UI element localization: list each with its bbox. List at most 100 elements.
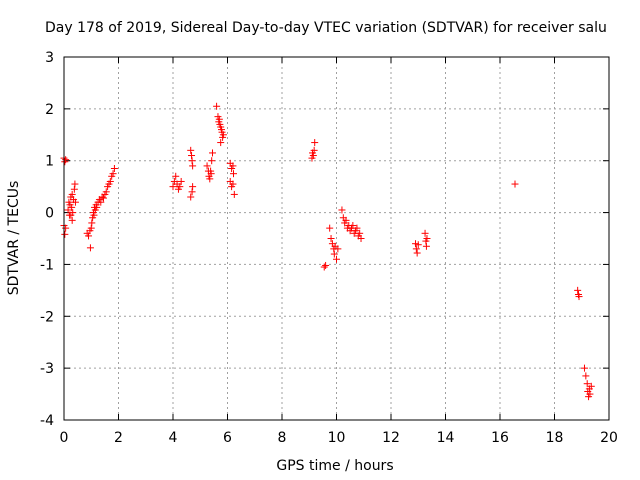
data-point: [356, 229, 364, 237]
y-tick-label: -4: [40, 413, 54, 429]
y-tick-label: 3: [45, 50, 54, 66]
data-point: [109, 170, 117, 178]
data-point: [575, 293, 583, 301]
x-tick-label: 14: [437, 430, 455, 446]
data-point: [587, 382, 595, 390]
y-tick-label: 0: [45, 206, 54, 222]
data-point: [230, 190, 238, 198]
x-axis-label: GPS time / hours: [276, 458, 393, 474]
data-point: [64, 206, 72, 214]
data-point: [61, 230, 69, 238]
data-point: [580, 364, 588, 372]
plot-frame: [63, 56, 610, 421]
x-tick-label: 8: [278, 430, 287, 446]
x-tick-label: 12: [382, 430, 400, 446]
data-point: [70, 185, 78, 193]
data-point: [71, 198, 79, 206]
y-tick-label: -3: [40, 361, 54, 377]
data-point: [176, 183, 184, 191]
data-point: [110, 164, 118, 172]
data-point: [93, 203, 101, 211]
data-point: [88, 219, 96, 227]
data-point: [213, 102, 221, 110]
data-point: [421, 229, 429, 237]
data-point: [189, 162, 197, 170]
data-point: [90, 211, 98, 219]
data-point: [71, 180, 79, 188]
data-point: [68, 190, 76, 198]
data-point: [188, 152, 196, 160]
x-tick-label: 16: [491, 430, 509, 446]
data-point: [215, 115, 223, 123]
data-point: [229, 162, 237, 170]
data-point: [342, 216, 350, 224]
data-point: [177, 177, 185, 185]
data-point: [574, 286, 582, 294]
x-tick-label: 18: [546, 430, 564, 446]
data-point: [62, 156, 70, 164]
data-point: [320, 263, 328, 271]
data-point: [100, 194, 108, 202]
data-point: [209, 149, 217, 157]
data-point: [188, 188, 196, 196]
data-point: [326, 224, 334, 232]
data-points: [60, 102, 595, 401]
y-tick-label: 1: [45, 154, 54, 170]
x-tick-labels: 0 2 4 6 8 10 12 14 16 18 20: [60, 430, 618, 446]
data-point: [203, 162, 211, 170]
data-point: [583, 380, 591, 388]
data-point: [87, 224, 95, 232]
x-tick-label: 20: [600, 430, 618, 446]
data-point: [310, 146, 318, 154]
data-point: [86, 244, 94, 252]
data-point: [322, 261, 330, 269]
data-point: [327, 235, 335, 242]
data-point: [207, 170, 215, 178]
data-point: [353, 224, 361, 232]
y-tick-label: -2: [40, 309, 54, 325]
data-point: [423, 235, 431, 242]
data-point: [188, 157, 196, 165]
data-point: [106, 177, 114, 185]
data-point: [217, 139, 225, 147]
data-point: [67, 211, 75, 219]
data-point: [187, 146, 195, 154]
data-point: [334, 245, 342, 253]
data-point: [187, 193, 195, 201]
y-tick-label: -1: [40, 257, 54, 273]
y-axis-label: SDTVAR / TECUs: [6, 181, 22, 296]
data-point: [229, 180, 237, 188]
data-point: [357, 235, 365, 242]
data-point: [62, 224, 70, 232]
y-tick-labels: -4 -3 -2 -1 0 1 2 3: [40, 50, 54, 429]
data-point: [102, 188, 110, 196]
data-point: [208, 157, 216, 165]
x-tick-label: 4: [169, 430, 178, 446]
data-point: [511, 180, 519, 188]
data-point: [189, 183, 197, 191]
data-point: [172, 172, 180, 180]
x-tick-label: 6: [223, 430, 232, 446]
data-point: [206, 175, 214, 183]
y-tick-label: 2: [45, 102, 54, 118]
data-point: [422, 242, 430, 250]
x-tick-label: 0: [60, 430, 69, 446]
grid: [64, 57, 609, 420]
data-point: [412, 245, 420, 253]
data-point: [311, 139, 319, 147]
data-point: [338, 206, 346, 214]
x-tick-label: 10: [328, 430, 346, 446]
data-point: [85, 232, 93, 240]
data-point: [169, 183, 177, 191]
data-point: [97, 198, 105, 206]
chart-title: Day 178 of 2019, Sidereal Day-to-day VTE…: [45, 20, 607, 36]
data-point: [68, 203, 76, 211]
data-point: [330, 250, 338, 258]
data-point: [309, 152, 317, 160]
x-tick-label: 2: [114, 430, 123, 446]
data-point: [414, 241, 422, 249]
data-point: [68, 216, 76, 224]
data-point: [333, 255, 340, 263]
